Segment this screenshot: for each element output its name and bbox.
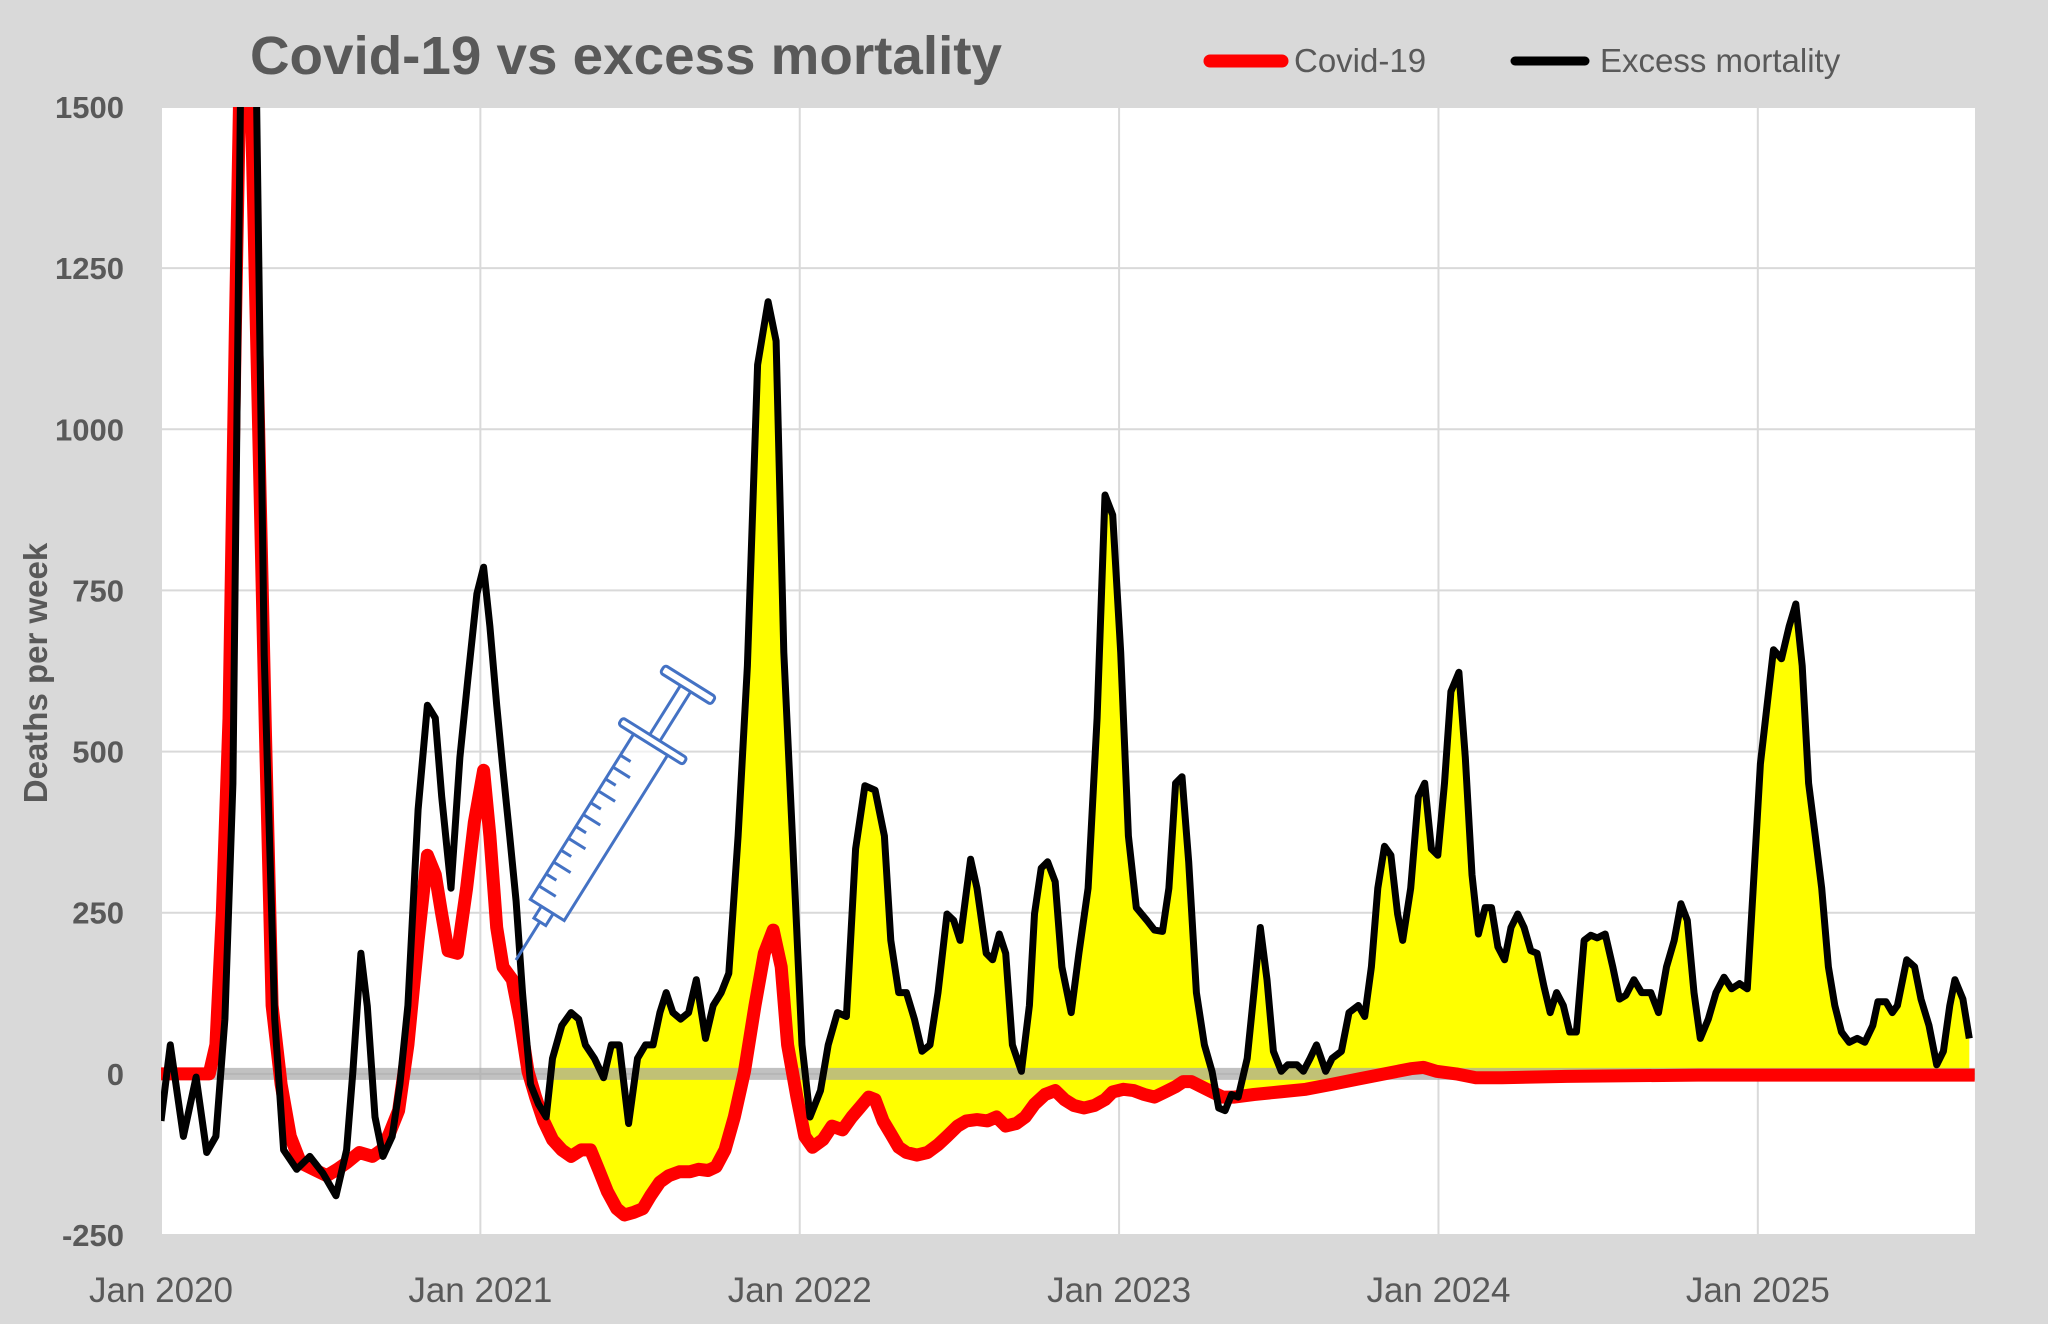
- syringe-graduation: [612, 765, 631, 779]
- legend-label-excess: Excess mortality: [1600, 42, 1841, 79]
- y-tick-label: 750: [72, 573, 124, 608]
- syringe-graduation: [619, 753, 632, 763]
- y-tick-label: 250: [72, 896, 124, 931]
- y-tick-label: 1000: [55, 412, 124, 447]
- x-tick-label: Jan 2025: [1686, 1271, 1830, 1310]
- y-axis-title: Deaths per week: [17, 542, 54, 803]
- legend-label-covid: Covid-19: [1294, 42, 1426, 79]
- syringe-graduation: [604, 777, 617, 787]
- y-axis-ticks: -250 0 250 500 750 1000 1250 1500: [55, 90, 124, 1253]
- x-tick-label: Jan 2021: [408, 1271, 552, 1310]
- x-tick-label: Jan 2020: [89, 1271, 233, 1310]
- y-tick-label: 0: [107, 1057, 124, 1092]
- y-tick-label: 1500: [55, 90, 124, 125]
- syringe-graduation: [545, 872, 558, 882]
- x-tick-label: Jan 2024: [1366, 1271, 1510, 1310]
- x-tick-label: Jan 2022: [728, 1271, 872, 1310]
- syringe-icon: [514, 664, 717, 961]
- syringe-graduation: [567, 837, 587, 851]
- y-tick-label: 500: [72, 735, 124, 770]
- syringe-graduation: [537, 884, 557, 898]
- syringe-graduation: [552, 860, 572, 874]
- legend: Covid-19 Excess mortality: [1203, 42, 1841, 79]
- series-lines: [161, 107, 1975, 1222]
- x-axis-ticks: Jan 2020 Jan 2021 Jan 2022 Jan 2023 Jan 2024…: [89, 1271, 1830, 1310]
- syringe-graduation: [560, 848, 573, 858]
- syringe-graduation: [582, 813, 602, 827]
- chart-title: Covid-19 vs excess mortality: [250, 26, 1002, 86]
- syringe-graduation: [597, 789, 616, 803]
- series-line-excess-mortality: [161, 107, 1973, 1200]
- syringe-graduation: [575, 825, 587, 835]
- syringe-graduation: [589, 801, 602, 811]
- x-tick-label: Jan 2023: [1047, 1271, 1191, 1310]
- y-tick-label: -250: [62, 1218, 124, 1253]
- y-tick-label: 1250: [55, 251, 124, 286]
